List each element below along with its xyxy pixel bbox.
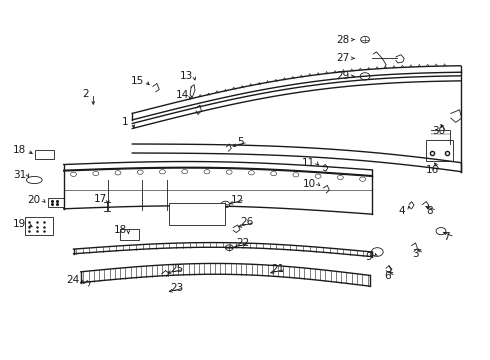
Text: 24: 24 (66, 275, 79, 285)
Circle shape (293, 172, 299, 177)
Text: 13: 13 (179, 71, 193, 81)
Text: 25: 25 (170, 264, 183, 274)
Text: 6: 6 (384, 271, 391, 282)
Text: 8: 8 (426, 206, 433, 216)
Text: 27: 27 (336, 53, 350, 63)
Circle shape (315, 174, 321, 178)
Circle shape (71, 172, 76, 176)
Text: 9: 9 (365, 252, 372, 262)
Text: 14: 14 (175, 90, 189, 100)
Text: 26: 26 (240, 217, 254, 228)
Circle shape (93, 171, 98, 176)
Circle shape (160, 170, 166, 174)
Bar (120, 229, 139, 240)
Text: 11: 11 (302, 158, 316, 168)
Bar (169, 203, 225, 225)
Text: 10: 10 (303, 179, 316, 189)
Text: 30: 30 (432, 126, 445, 136)
Text: 20: 20 (28, 195, 41, 205)
Text: 29: 29 (336, 71, 350, 81)
Circle shape (226, 170, 232, 174)
Bar (426, 140, 453, 161)
Text: 28: 28 (336, 35, 350, 45)
Circle shape (204, 170, 210, 174)
Circle shape (137, 170, 143, 174)
Text: 18: 18 (114, 225, 127, 235)
Circle shape (360, 177, 366, 181)
Text: 2: 2 (82, 89, 89, 99)
Text: 1: 1 (122, 117, 128, 127)
Bar (35, 150, 54, 159)
Text: 21: 21 (271, 264, 285, 274)
Text: 16: 16 (425, 165, 439, 175)
Text: 17: 17 (94, 194, 107, 204)
Text: 4: 4 (398, 206, 405, 216)
Text: 23: 23 (170, 283, 183, 293)
Text: 5: 5 (237, 137, 244, 147)
Circle shape (248, 171, 254, 175)
Text: 12: 12 (230, 195, 244, 205)
Circle shape (182, 170, 188, 174)
Text: 31: 31 (13, 170, 26, 180)
Circle shape (270, 171, 276, 176)
Bar (48, 198, 64, 207)
Bar (24, 217, 53, 235)
Circle shape (115, 171, 121, 175)
Text: 3: 3 (412, 249, 419, 259)
Text: 7: 7 (443, 232, 450, 242)
Text: 22: 22 (236, 238, 250, 248)
Text: 15: 15 (130, 76, 144, 86)
Text: 18: 18 (13, 145, 26, 156)
Text: 19: 19 (13, 219, 26, 229)
Circle shape (338, 175, 343, 180)
